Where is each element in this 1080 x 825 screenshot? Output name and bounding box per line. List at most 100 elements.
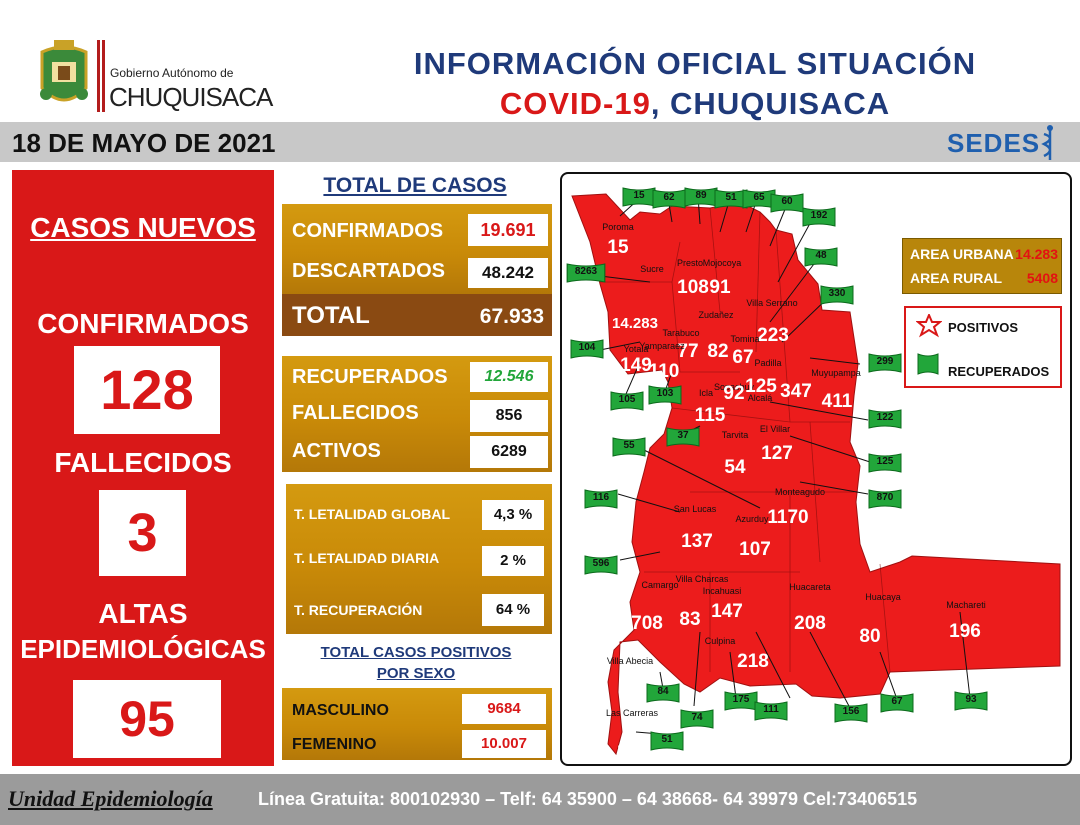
flag-value: 67 [891, 696, 903, 707]
flag-value: 74 [691, 712, 703, 723]
footer-contact: Línea Gratuita: 800102930 – Telf: 64 359… [258, 789, 918, 809]
flag-icon [584, 555, 618, 575]
region-positive-count: 127 [761, 443, 793, 464]
region-positive-count: 218 [737, 651, 769, 672]
title-covid: COVID-19 [499, 86, 651, 121]
recovered-flag: 192 [802, 206, 836, 230]
flag-icon [566, 263, 606, 283]
region-name: Tomina [730, 334, 760, 344]
legend-recuperados: RECUPERADOS [948, 364, 1050, 379]
flag-value: 37 [677, 430, 689, 441]
flag-value: 51 [661, 734, 673, 745]
region-name: Huacareta [789, 582, 831, 592]
flag-value: 596 [592, 558, 610, 569]
confirmed-value: 19.691 [468, 214, 548, 246]
region-name: Huacaya [865, 592, 901, 602]
flag-icon [754, 701, 788, 721]
department-map [571, 193, 1061, 756]
daily-lethality-value: 2 % [482, 546, 544, 576]
flag-value: 84 [657, 686, 669, 697]
recovered-flag: 67 [880, 692, 914, 716]
positivos-icon [916, 314, 942, 338]
flag-value: 48 [815, 250, 827, 261]
flag-value: 175 [732, 694, 750, 705]
rural-label: AREA RURAL [910, 270, 1003, 286]
flag-value: 192 [810, 210, 828, 221]
deaths-value: 856 [470, 400, 548, 432]
flag-icon [646, 683, 680, 703]
region-positive-count: 72 [617, 743, 639, 764]
gov-divider [97, 40, 100, 112]
recovered-flag: 48 [804, 246, 838, 270]
global-lethality-label: T. LETALIDAD GLOBAL [294, 506, 451, 522]
recovered-flag: 104 [570, 338, 604, 362]
recovered-value: 12.546 [470, 362, 548, 392]
recovered-flag: 51 [714, 188, 748, 212]
region-name: Las Carreras [605, 708, 659, 718]
flag-icon [868, 353, 902, 373]
recovered-flag: 156 [834, 702, 868, 726]
flag-value: 156 [842, 706, 860, 717]
recovered-flag: 175 [724, 690, 758, 714]
flag-value: 51 [725, 192, 737, 203]
region-name: Villa Charcas [675, 574, 729, 584]
discarded-label: DESCARTADOS [292, 260, 445, 282]
global-lethality-value: 4,3 % [482, 500, 544, 530]
region-positive-count: 77 [677, 341, 699, 362]
flag-value: 89 [695, 190, 707, 201]
male-value: 9684 [462, 694, 546, 724]
region-positive-count: 83 [679, 609, 701, 630]
new-confirmed-label: CONFIRMADOS [37, 308, 249, 339]
region-positive-count: 149 [620, 355, 652, 376]
flag-icon [868, 453, 902, 473]
region-positive-count: 347 [780, 381, 812, 402]
gov-name-line2: CHUQUISACA [109, 82, 273, 112]
page-title-line2: COVID-19, CHUQUISACA [330, 86, 1060, 122]
region-positive-count: 82 [707, 341, 729, 362]
region-positive-count: 208 [794, 613, 826, 634]
flag-icon [804, 247, 838, 267]
recovered-flag: 74 [680, 708, 714, 732]
flag-value: 55 [623, 440, 635, 451]
flag-icon [954, 691, 988, 711]
new-deaths-label: FALLECIDOS [54, 447, 232, 478]
region-positive-count: 89 [619, 679, 641, 700]
flag-value: 111 [763, 704, 779, 715]
footer-bar [0, 774, 1080, 825]
region-positive-count: 1170 [767, 507, 809, 528]
flag-value: 870 [876, 492, 894, 503]
recovered-flag: 51 [650, 730, 684, 754]
daily-lethality-label: T. LETALIDAD DIARIA [294, 550, 440, 566]
flag-value: 330 [828, 288, 846, 299]
flag-icon [610, 391, 644, 411]
gov-name-line1: Gobierno Autónomo de [110, 66, 234, 80]
flag-value: 122 [876, 412, 894, 423]
region-name: Yamparaez [639, 341, 685, 351]
flag-icon [868, 489, 902, 509]
flag-value: 103 [656, 388, 674, 399]
flag-value: 104 [578, 342, 596, 353]
recovered-flag: 870 [868, 488, 902, 512]
recovered-flag: 84 [646, 682, 680, 706]
region-name: Camargo [641, 580, 679, 590]
region-positive-count: 110 [648, 361, 680, 382]
region-positive-count: 223 [757, 325, 789, 346]
region-positive-count: 411 [821, 391, 853, 412]
new-confirmed-value: 128 [74, 346, 220, 434]
region-name: Azurduy [735, 514, 769, 524]
recovered-flag: 105 [610, 390, 644, 414]
region-positive-count: 115 [694, 405, 726, 426]
female-value: 10.007 [462, 730, 546, 758]
region-name: Presto [676, 258, 703, 268]
flag-icon [714, 189, 748, 209]
active-value: 6289 [470, 436, 548, 468]
map-region-shape [571, 193, 1061, 756]
recovered-flag: 93 [954, 690, 988, 714]
report-date: 18 DE MAYO DE 2021 [12, 128, 276, 158]
total-row [282, 294, 552, 336]
region-name: Poroma [602, 222, 634, 232]
recovered-flag: 125 [868, 452, 902, 476]
coat-of-arms-icon [40, 40, 88, 102]
region-name: Tarabuco [662, 328, 700, 338]
confirmed-label: CONFIRMADOS [292, 220, 444, 242]
